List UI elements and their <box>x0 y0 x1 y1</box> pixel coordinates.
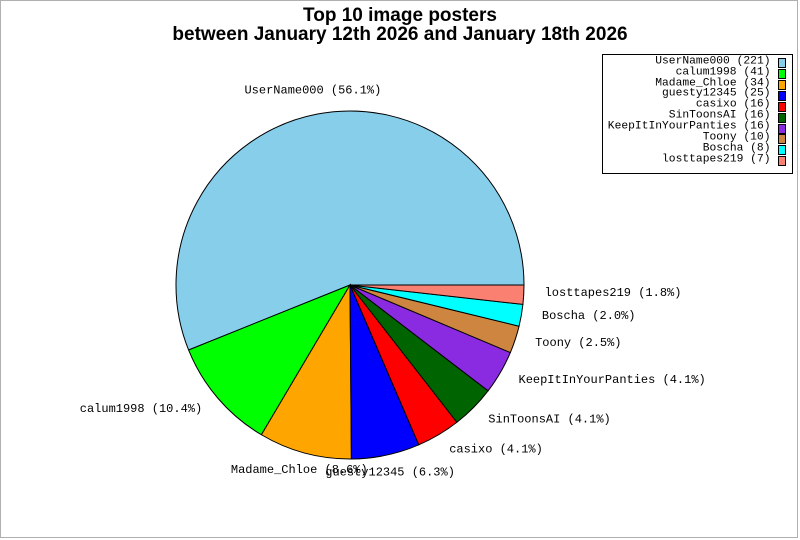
svg-text:calum1998 (10.4%): calum1998 (10.4%) <box>80 402 202 416</box>
svg-text:UserName000 (56.1%): UserName000 (56.1%) <box>244 84 381 98</box>
svg-text:guesty12345 (6.3%): guesty12345 (6.3%) <box>325 466 455 480</box>
svg-text:KeepItInYourPanties (4.1%): KeepItInYourPanties (4.1%) <box>519 373 706 387</box>
svg-text:SinToonsAI (4.1%): SinToonsAI (4.1%) <box>488 412 610 426</box>
svg-text:Boscha (2.0%): Boscha (2.0%) <box>542 309 636 323</box>
svg-text:losttapes219 (1.8%): losttapes219 (1.8%) <box>545 286 682 300</box>
svg-text:Toony (2.5%): Toony (2.5%) <box>535 336 621 350</box>
svg-text:casixo (4.1%): casixo (4.1%) <box>449 443 543 457</box>
